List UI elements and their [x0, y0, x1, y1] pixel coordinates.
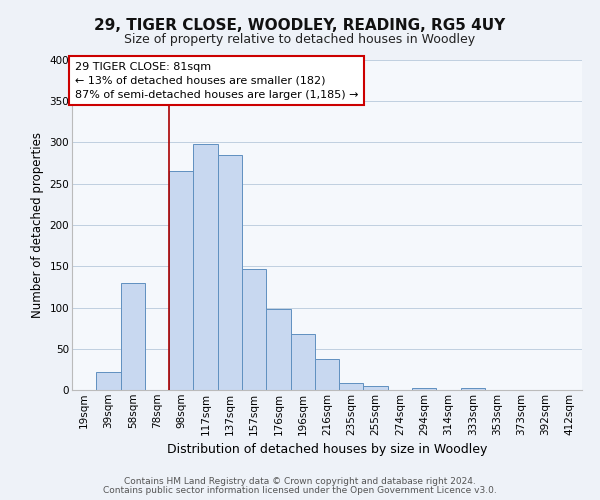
Bar: [266, 309, 290, 390]
Text: Size of property relative to detached houses in Woodley: Size of property relative to detached ho…: [124, 32, 476, 46]
Bar: [364, 386, 388, 390]
Bar: [193, 144, 218, 390]
Y-axis label: Number of detached properties: Number of detached properties: [31, 132, 44, 318]
Bar: [96, 372, 121, 390]
Bar: [339, 384, 364, 390]
Text: 29, TIGER CLOSE, WOODLEY, READING, RG5 4UY: 29, TIGER CLOSE, WOODLEY, READING, RG5 4…: [94, 18, 506, 32]
Bar: [169, 172, 193, 390]
Bar: [290, 334, 315, 390]
Bar: [315, 360, 339, 390]
Bar: [242, 268, 266, 390]
X-axis label: Distribution of detached houses by size in Woodley: Distribution of detached houses by size …: [167, 443, 487, 456]
Text: Contains HM Land Registry data © Crown copyright and database right 2024.: Contains HM Land Registry data © Crown c…: [124, 477, 476, 486]
Bar: [412, 388, 436, 390]
Bar: [218, 155, 242, 390]
Bar: [461, 388, 485, 390]
Text: Contains public sector information licensed under the Open Government Licence v3: Contains public sector information licen…: [103, 486, 497, 495]
Bar: [121, 283, 145, 390]
Text: 29 TIGER CLOSE: 81sqm
← 13% of detached houses are smaller (182)
87% of semi-det: 29 TIGER CLOSE: 81sqm ← 13% of detached …: [74, 62, 358, 100]
